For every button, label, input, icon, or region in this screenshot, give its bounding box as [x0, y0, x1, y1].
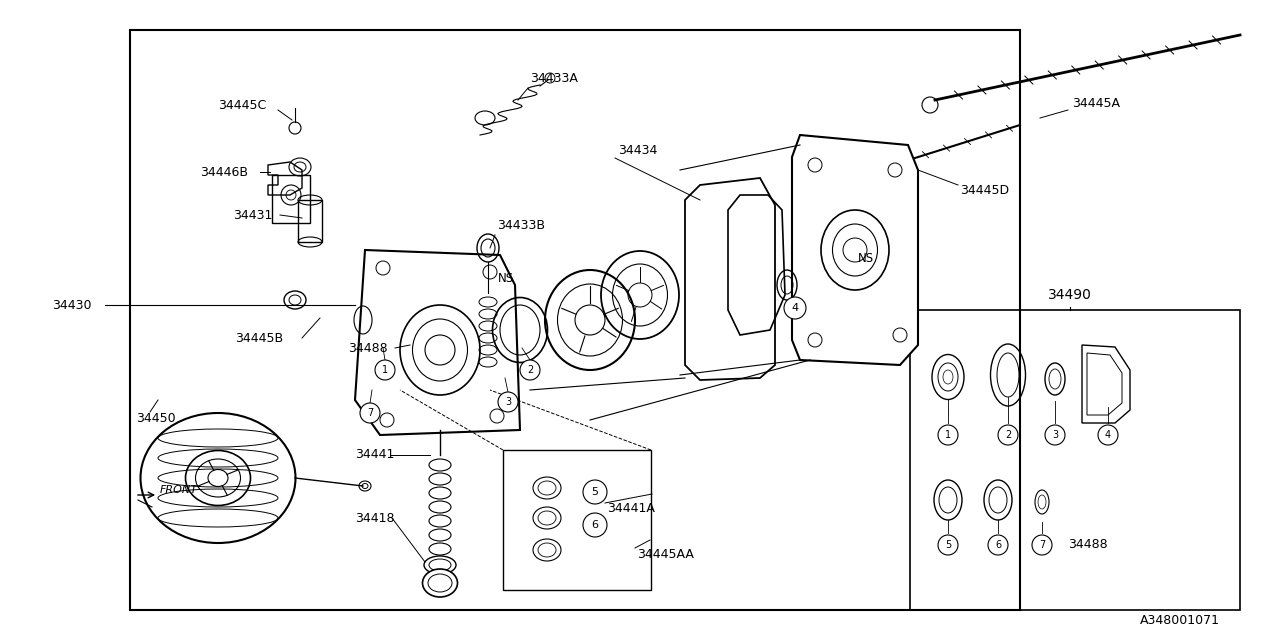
Text: 34445D: 34445D: [960, 184, 1009, 196]
Text: 34433A: 34433A: [530, 72, 577, 84]
Circle shape: [998, 425, 1018, 445]
Text: FRONT: FRONT: [160, 485, 198, 495]
Circle shape: [938, 535, 957, 555]
Circle shape: [1032, 535, 1052, 555]
Text: 34430: 34430: [52, 298, 91, 312]
Text: 34433B: 34433B: [497, 218, 545, 232]
Text: 5: 5: [591, 487, 599, 497]
Circle shape: [520, 360, 540, 380]
Text: 34441: 34441: [355, 449, 394, 461]
Circle shape: [360, 403, 380, 423]
Bar: [131, 30, 1020, 610]
Polygon shape: [355, 250, 520, 435]
Text: 34488: 34488: [348, 342, 388, 355]
Text: A348001071: A348001071: [1140, 614, 1220, 627]
Circle shape: [1098, 425, 1117, 445]
Text: 6: 6: [995, 540, 1001, 550]
Text: 2: 2: [1005, 430, 1011, 440]
Circle shape: [988, 535, 1009, 555]
Ellipse shape: [422, 569, 457, 597]
Circle shape: [582, 513, 607, 537]
Bar: [910, 310, 1240, 610]
Circle shape: [375, 360, 396, 380]
Text: 3: 3: [1052, 430, 1059, 440]
Circle shape: [938, 425, 957, 445]
Text: NS: NS: [858, 252, 874, 264]
Circle shape: [783, 297, 806, 319]
Text: 6: 6: [591, 520, 599, 530]
Text: 34441A: 34441A: [607, 502, 655, 515]
Text: NS: NS: [498, 271, 515, 285]
Ellipse shape: [141, 413, 296, 543]
Circle shape: [582, 480, 607, 504]
Text: 1: 1: [945, 430, 951, 440]
Text: 34434: 34434: [618, 143, 658, 157]
Text: 34490: 34490: [1048, 288, 1092, 302]
Text: 1: 1: [381, 365, 388, 375]
Text: 34450: 34450: [136, 412, 175, 424]
Text: 34445B: 34445B: [236, 332, 283, 344]
Text: 5: 5: [945, 540, 951, 550]
Ellipse shape: [424, 556, 456, 574]
Text: 34446B: 34446B: [200, 166, 248, 179]
Text: 34418: 34418: [355, 511, 394, 525]
Circle shape: [498, 392, 518, 412]
Polygon shape: [792, 135, 918, 365]
Text: 2: 2: [527, 365, 534, 375]
Text: 3: 3: [504, 397, 511, 407]
Bar: [298, 200, 323, 242]
Text: 34488: 34488: [1068, 538, 1107, 552]
Text: 7: 7: [367, 408, 374, 418]
Bar: [503, 450, 652, 590]
Text: 34445C: 34445C: [218, 99, 266, 111]
Text: 34431: 34431: [233, 209, 273, 221]
Bar: [273, 175, 310, 223]
Text: 4: 4: [1105, 430, 1111, 440]
Text: 7: 7: [1039, 540, 1046, 550]
Circle shape: [1044, 425, 1065, 445]
Text: 34445A: 34445A: [1073, 97, 1120, 109]
Text: 34445AA: 34445AA: [637, 548, 694, 561]
Text: 4: 4: [791, 303, 799, 313]
